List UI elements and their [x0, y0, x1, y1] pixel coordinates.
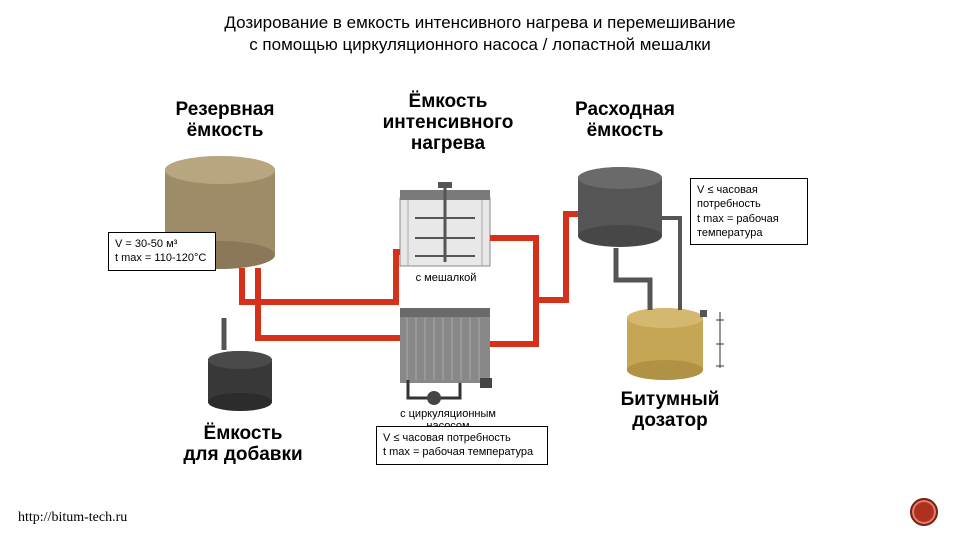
additive-label: Ёмкость для добавки — [168, 424, 318, 466]
reserve-formula: V = 30-50 м³ t max = 110-120°C — [108, 232, 216, 271]
intensive-label: Ёмкость интенсивного нагрева — [373, 92, 523, 155]
pipe-pump-to-dispense — [490, 300, 536, 344]
intensive-pump-tank — [400, 308, 492, 405]
pipe-dispense-to-doser — [616, 248, 650, 310]
dispense-formula: V ≤ часовая потребность t max = рабочая … — [690, 178, 808, 245]
mixer-caption: с мешалкой — [398, 272, 494, 284]
footer-url: http://bitum-tech.ru — [18, 510, 127, 526]
doser-tank — [627, 308, 724, 380]
pipe-mixer-to-dispense — [490, 214, 578, 300]
dispense-label: Расходная ёмкость — [560, 100, 690, 142]
medal-icon — [910, 498, 938, 526]
reserve-label: Резервная ёмкость — [160, 100, 290, 142]
pump-formula: V ≤ часовая потребность t max = рабочая … — [376, 426, 548, 465]
intensive-mixer-tank — [400, 182, 490, 266]
doser-label: Битумный дозатор — [600, 390, 740, 432]
additive-tank — [208, 351, 272, 411]
pipe-dispense-to-doser-2 — [662, 218, 680, 310]
dispense-tank — [578, 167, 662, 247]
